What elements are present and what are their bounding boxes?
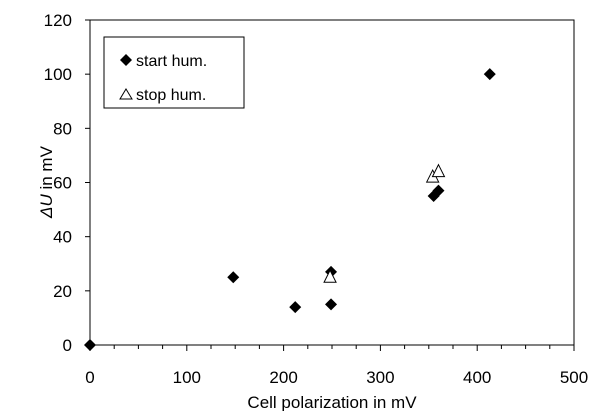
y-tick-label: 100 bbox=[44, 65, 72, 84]
x-axis-ticks bbox=[89, 345, 575, 351]
x-tick-label: 0 bbox=[85, 368, 94, 387]
y-tick-label: 60 bbox=[53, 174, 72, 193]
y-axis-title-symbol: ΔU bbox=[37, 194, 56, 219]
y-tick-label: 120 bbox=[44, 11, 72, 30]
start-hum-point bbox=[432, 184, 445, 197]
x-tick-label: 100 bbox=[173, 368, 201, 387]
y-tick-label: 80 bbox=[53, 119, 72, 138]
x-axis-tick-labels: 0 100 200 300 400 500 bbox=[85, 368, 588, 387]
x-tick-label: 300 bbox=[366, 368, 394, 387]
y-tick-label: 40 bbox=[53, 228, 72, 247]
y-tick-label: 20 bbox=[53, 282, 72, 301]
x-tick-label: 500 bbox=[560, 368, 588, 387]
y-axis-title-unit: in mV bbox=[37, 145, 56, 194]
legend-label-start-hum: start hum. bbox=[136, 53, 207, 70]
y-axis-ticks bbox=[85, 19, 90, 346]
legend-label-stop-hum: stop hum. bbox=[136, 87, 206, 104]
stop-hum-point bbox=[323, 269, 337, 283]
legend-marker-stop-hum bbox=[119, 88, 133, 100]
x-tick-label: 200 bbox=[269, 368, 297, 387]
y-tick-label: 0 bbox=[63, 336, 72, 355]
start-hum-point bbox=[483, 68, 496, 81]
legend-marker-start-hum bbox=[120, 54, 132, 66]
x-axis-title: Cell polarization in mV bbox=[247, 393, 417, 411]
x-tick-label: 400 bbox=[463, 368, 491, 387]
data-points bbox=[84, 68, 496, 351]
stop-hum-point bbox=[431, 163, 446, 178]
start-hum-point bbox=[289, 301, 302, 314]
y-axis-title: ΔU in mV bbox=[37, 145, 56, 219]
start-hum-point bbox=[84, 339, 96, 351]
y-axis-tick-labels: 0 20 40 60 80 100 120 bbox=[44, 11, 72, 355]
legend: start hum. stop hum. bbox=[103, 36, 245, 109]
start-hum-point bbox=[227, 271, 240, 284]
start-hum-point bbox=[325, 298, 338, 311]
